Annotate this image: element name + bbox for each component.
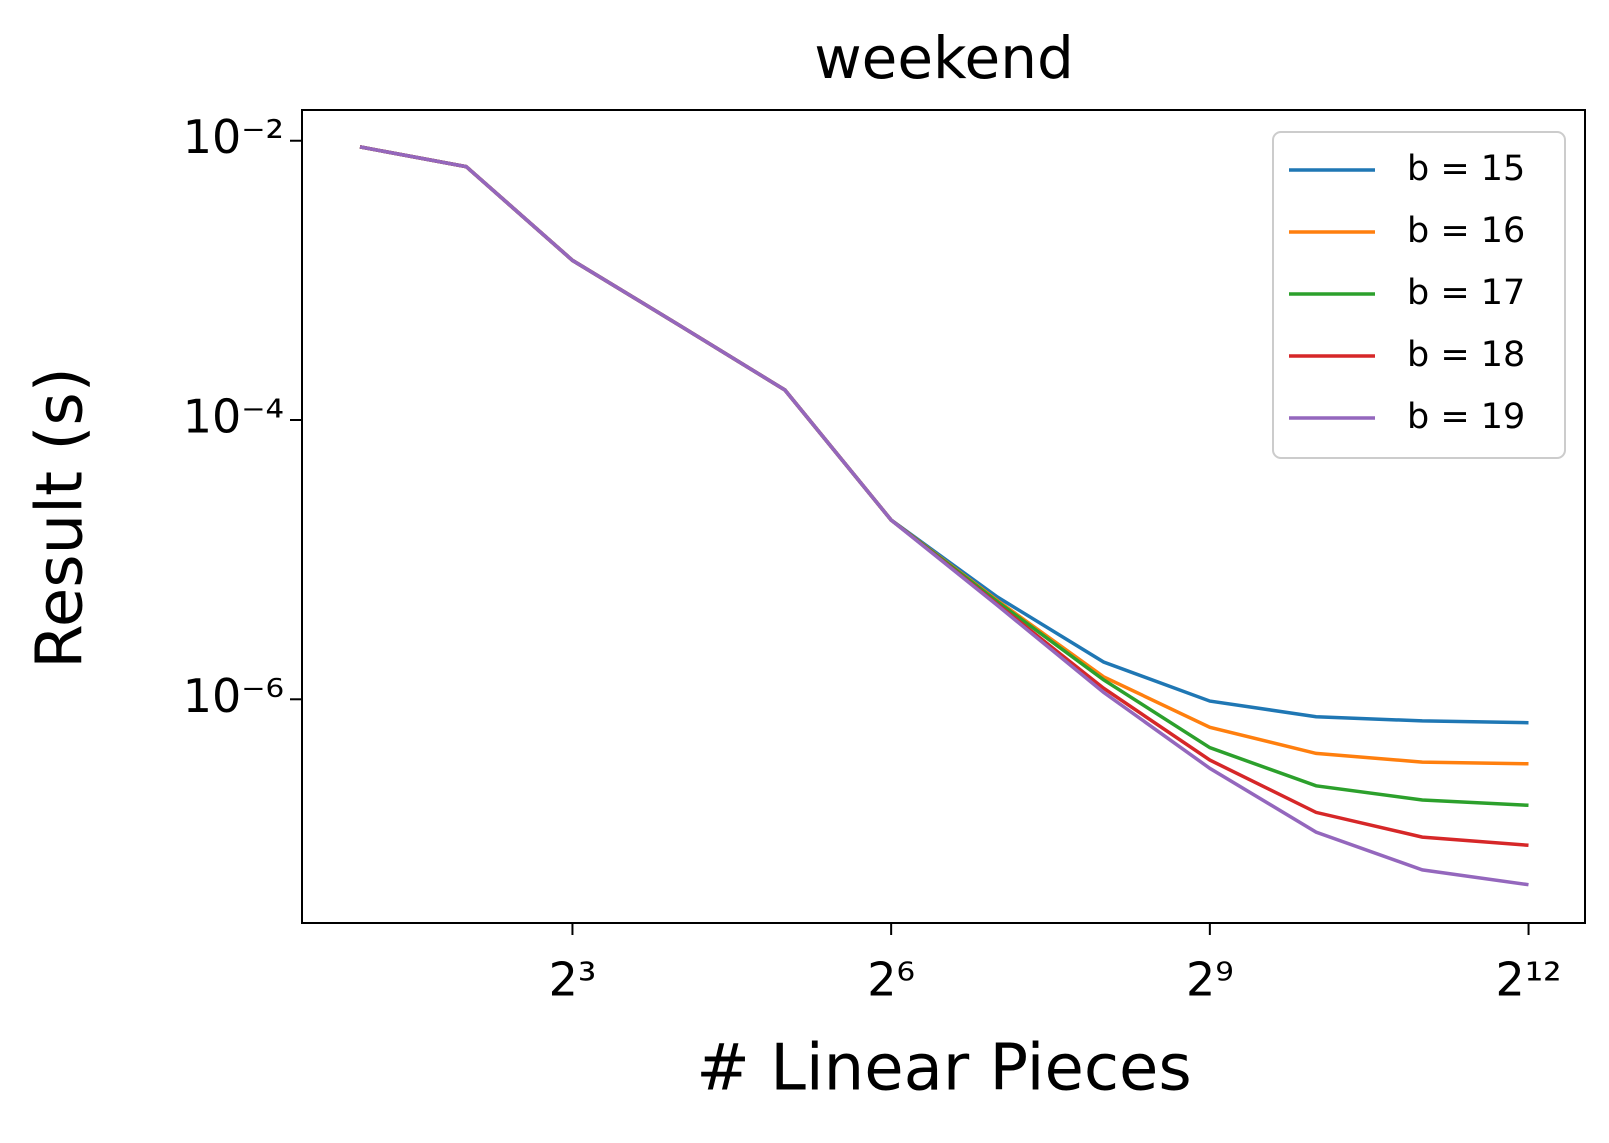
legend-label: b = 19: [1407, 397, 1525, 437]
legend-label: b = 17: [1407, 273, 1525, 313]
plot-frame: [301, 109, 1586, 924]
legend-label: b = 16: [1407, 211, 1525, 251]
y-tick-label: 10⁻²: [183, 110, 284, 164]
x-tick-label: 2³: [549, 953, 597, 1007]
x-axis-label: # Linear Pieces: [696, 1032, 1191, 1106]
legend-label: b = 15: [1407, 149, 1525, 189]
y-tick-label: 10⁻⁶: [183, 669, 284, 723]
y-axis-label: Result (s): [24, 367, 98, 668]
legend-box: [1272, 131, 1566, 459]
y-tick-label: 10⁻⁴: [183, 390, 284, 444]
legend: b = 15 b = 16 b = 17 b = 18 b = 19: [1272, 131, 1566, 459]
x-tick-label: 2¹²: [1495, 953, 1561, 1007]
legend-label: b = 18: [1407, 335, 1525, 375]
chart-title: weekend: [814, 24, 1074, 92]
x-tick-label: 2⁹: [1186, 953, 1234, 1007]
x-tick-label: 2⁶: [867, 953, 915, 1007]
line-series: [359, 145, 1529, 887]
